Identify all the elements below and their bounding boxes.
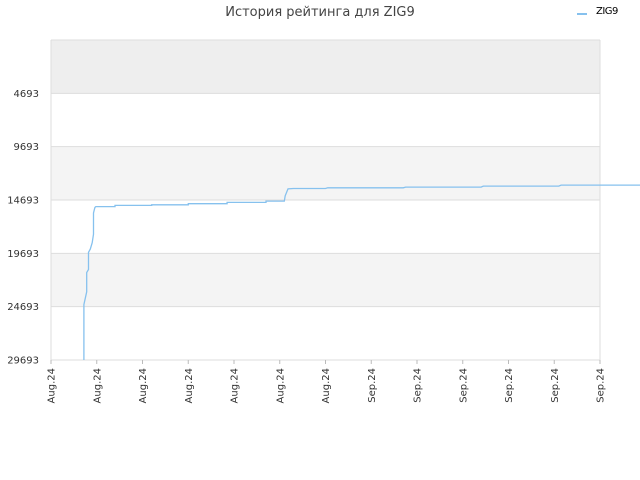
y-tick-label: 9693 [14,142,39,153]
x-tick-label: Aug.24 [138,368,149,403]
plot-band [51,253,600,307]
x-tick-label: Aug.24 [321,368,332,403]
x-tick-label: Aug.24 [92,368,103,403]
legend-swatch [577,13,587,15]
x-tick-label: Sep.24 [367,368,378,403]
x-tick-label: Aug.24 [184,368,195,403]
y-tick-label: 29693 [7,356,39,367]
plot-band [51,93,600,147]
series-line-zig9 [83,184,640,360]
x-tick-label: Sep.24 [504,368,515,403]
plot-band [51,306,600,360]
y-tick-label: 24693 [7,302,39,313]
x-tick-label: Aug.24 [275,368,286,403]
y-tick-label: 4693 [14,89,39,100]
y-tick-label: 19693 [7,249,39,260]
x-tick-label: Sep.24 [413,368,424,403]
plot-band [51,40,600,94]
x-tick-label: Sep.24 [596,368,607,403]
x-tick-label: Aug.24 [230,368,241,403]
plot-band [51,199,600,254]
chart-title: История рейтинга для ZIG9 [225,5,415,20]
y-tick-label: 14693 [7,195,39,206]
x-tick-label: Sep.24 [550,368,561,403]
x-tick-label: Aug.24 [47,368,58,403]
legend-label: ZIG9 [596,6,618,17]
plot-band [51,146,600,200]
x-tick-label: Sep.24 [458,368,469,403]
